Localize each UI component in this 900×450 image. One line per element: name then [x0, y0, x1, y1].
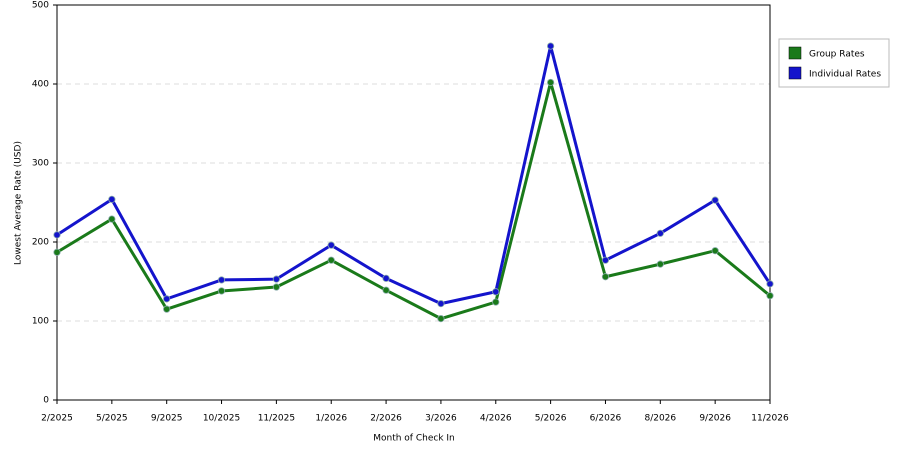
y-tick-label: 400: [32, 80, 49, 90]
series-line: [56, 44, 772, 306]
data-point: [766, 280, 774, 288]
x-tick-label: 2/2025: [41, 414, 73, 424]
x-tick-label: 9/2025: [151, 414, 183, 424]
x-tick-label: 4/2026: [480, 414, 512, 424]
data-point: [327, 241, 335, 249]
x-tick-label: 1/2026: [315, 414, 347, 424]
data-point: [547, 42, 555, 50]
y-tick-label: 300: [32, 159, 49, 169]
x-tick-label: 6/2026: [590, 414, 622, 424]
legend-swatch: [788, 66, 802, 80]
legend-box: [778, 38, 890, 88]
x-tick-label: 5/2026: [535, 414, 567, 424]
data-point: [492, 288, 500, 296]
x-tick-label: 5/2025: [96, 414, 128, 424]
series-line: [56, 80, 771, 321]
data-point: [53, 231, 61, 239]
data-point: [163, 305, 171, 313]
data-point: [327, 256, 335, 264]
data-point: [766, 292, 774, 300]
data-point: [382, 274, 390, 282]
data-point: [437, 300, 445, 308]
data-point: [272, 283, 280, 291]
data-point: [656, 260, 664, 268]
data-point: [656, 229, 664, 237]
plot-frame: [56, 4, 771, 401]
data-point: [217, 287, 226, 295]
data-point: [711, 247, 719, 255]
data-point: [108, 195, 116, 203]
data-point: [108, 215, 116, 223]
data-point: [163, 295, 171, 303]
y-axis-label: Lowest Average Rate (USD): [14, 141, 24, 265]
data-point: [437, 315, 445, 323]
data-point: [547, 78, 555, 87]
legend-label: Individual Rates: [809, 70, 881, 80]
data-point: [601, 256, 610, 264]
x-tick-label: 11/2025: [258, 414, 295, 424]
x-tick-label: 3/2026: [425, 414, 457, 424]
x-tick-label: 2/2026: [370, 414, 402, 424]
x-tick-label: 10/2025: [203, 414, 240, 424]
y-tick-label: 0: [43, 396, 49, 406]
x-tick-label: 8/2026: [644, 414, 676, 424]
data-point: [492, 298, 500, 306]
y-tick-label: 200: [32, 238, 49, 248]
y-tick-label: 500: [32, 1, 49, 11]
data-point: [382, 286, 390, 294]
x-tick-label: 9/2026: [699, 414, 731, 424]
data-point: [53, 248, 61, 256]
legend-label: Group Rates: [809, 50, 865, 60]
y-tick-label: 100: [32, 317, 49, 327]
data-point: [272, 275, 280, 283]
data-point: [217, 276, 226, 284]
legend-swatch: [788, 46, 802, 60]
x-axis-label: Month of Check In: [373, 434, 455, 444]
data-point: [711, 196, 719, 204]
x-tick-label: 11/2026: [751, 414, 789, 424]
data-point: [601, 273, 610, 281]
